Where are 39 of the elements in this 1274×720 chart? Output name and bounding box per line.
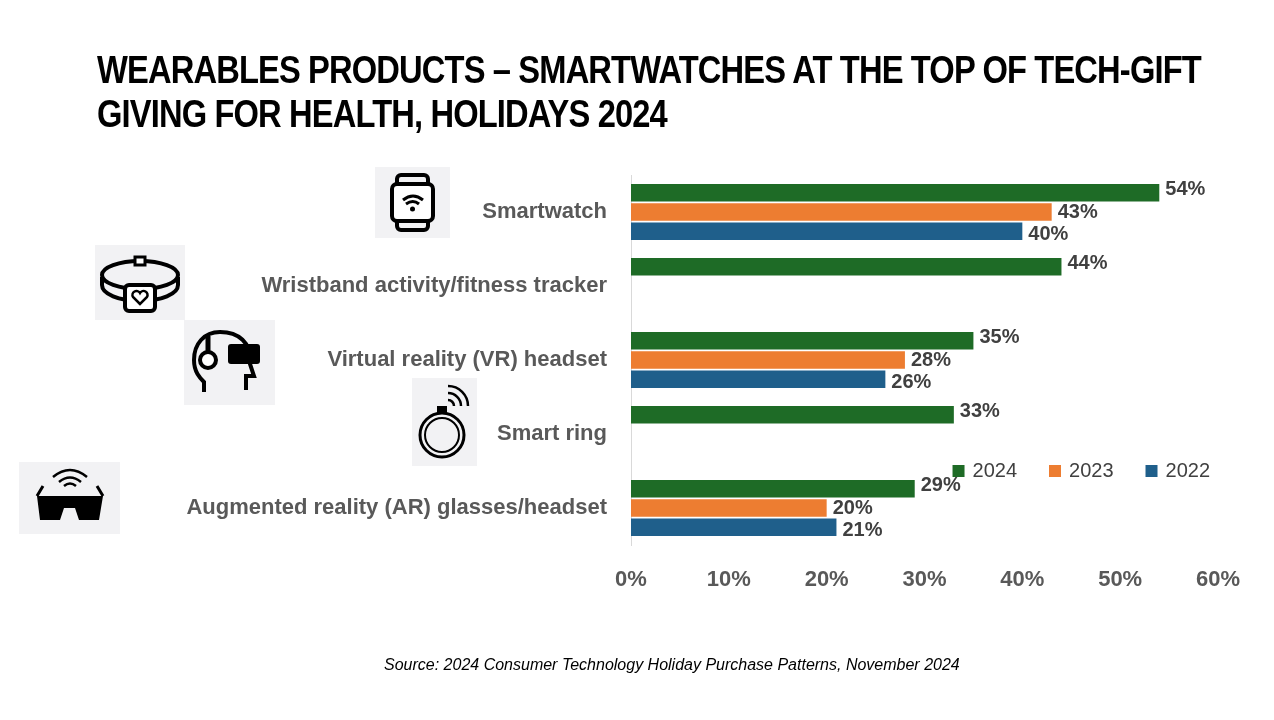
data-label: 35% (979, 325, 1020, 348)
x-tick-label: 30% (902, 566, 947, 592)
data-label: 33% (959, 399, 1001, 422)
bar (631, 405, 954, 424)
bar (631, 351, 905, 369)
data-label: 54% (1165, 177, 1206, 200)
bar (631, 518, 837, 537)
data-label: 40% (1028, 221, 1069, 244)
y-tick-label: Virtual reality (VR) headset (327, 346, 608, 372)
y-tick-label: Augmented reality (AR) glasses/headset (186, 494, 608, 520)
x-tick-label: 0% (615, 566, 647, 592)
legend-label: 2023 (1069, 458, 1114, 481)
bar (631, 479, 915, 498)
x-tick-label: 50% (1098, 566, 1143, 592)
chart-title: WEARABLES PRODUCTS – SMARTWATCHES AT THE TOP OF TECH-GIFT GIVING FOR HEALTH, HOLIDAYS 2024 (97, 48, 1203, 136)
bar (631, 370, 886, 389)
y-tick-label: Wristband activity/fitness tracker (261, 272, 608, 298)
bar (631, 257, 1062, 276)
legend-label: 2022 (1165, 458, 1211, 481)
data-label: 26% (891, 369, 932, 392)
x-tick-label: 40% (1000, 566, 1045, 592)
bar (631, 331, 974, 350)
y-tick-label: Smart ring (496, 420, 607, 446)
data-label: 20% (832, 495, 873, 518)
data-label: 43% (1057, 199, 1098, 222)
x-tick-label: 20% (804, 566, 849, 592)
data-label: 21% (842, 517, 883, 540)
source-note: Source: 2024 Consumer Technology Holiday Purchase Patterns, November 2024 (384, 656, 960, 674)
data-label: 44% (1067, 251, 1108, 274)
bar (631, 203, 1052, 221)
data-label: 28% (910, 347, 952, 370)
legend-label: 2024 (972, 458, 1018, 481)
bar (631, 222, 1023, 241)
x-tick-label: 60% (1195, 566, 1241, 592)
data-label: 29% (920, 473, 961, 496)
bar (631, 499, 827, 517)
y-tick-label: Smartwatch (482, 198, 607, 224)
bar (631, 183, 1160, 202)
x-tick-label: 10% (706, 566, 751, 592)
